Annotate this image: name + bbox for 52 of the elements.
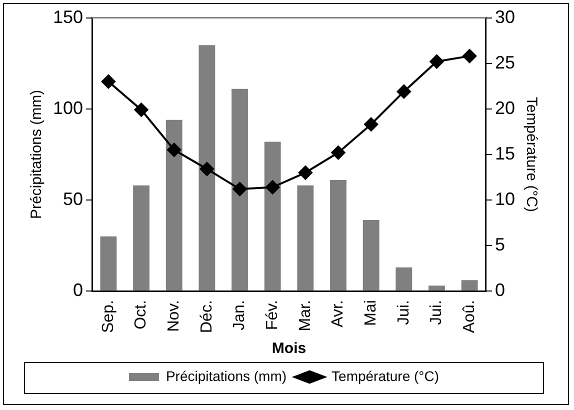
y2-axis-title: Température (°C) [522, 96, 540, 212]
y2-tick-label: 20 [494, 98, 516, 118]
point [430, 54, 444, 69]
bar [297, 185, 314, 291]
y-tick-label: 150 [52, 6, 84, 27]
y2-tick-label: 25 [494, 52, 516, 72]
y-tick-label: 100 [52, 98, 84, 118]
bar [396, 267, 412, 291]
point [101, 74, 116, 89]
bar [100, 236, 117, 291]
x-tick-label: Déc. [198, 300, 216, 333]
x-tick-label: Aoû. [460, 300, 478, 334]
bar [461, 280, 478, 291]
point [200, 162, 214, 176]
bar [428, 286, 445, 291]
point [232, 182, 247, 196]
y2-tick-label: 0 [494, 280, 505, 300]
x-tick-label: Avr. [330, 300, 347, 328]
legend-label: Température (°C) [332, 368, 440, 384]
y2-tick-label: 30 [494, 6, 516, 27]
y2-tick-label: 15 [494, 143, 516, 164]
y-tick-label: 0 [73, 280, 84, 300]
bar [198, 45, 216, 291]
x-tick-label: Jui. [395, 300, 412, 325]
point [331, 146, 346, 160]
point [266, 180, 280, 194]
x-tick-label: Mar. [296, 300, 314, 332]
x-tick-label: Oct. [132, 300, 150, 330]
bar [362, 220, 380, 291]
y2-tick-label: 5 [494, 234, 505, 255]
bar [133, 185, 150, 291]
point [462, 49, 477, 64]
bar [264, 142, 281, 291]
bar [232, 88, 248, 291]
point [167, 142, 182, 157]
x-tick-label: Nov. [166, 300, 183, 332]
point [396, 84, 411, 99]
x-tick-label: Sep. [100, 300, 117, 334]
y2-tick-label: 10 [494, 188, 516, 209]
x-tick-label: Jui. [428, 300, 446, 325]
point [364, 117, 378, 132]
x-axis-title: Mois [272, 340, 306, 358]
x-tick-label: Jan. [231, 300, 248, 330]
bar [166, 120, 182, 291]
point [134, 102, 148, 117]
legend-label: Précipitations (mm) [166, 368, 287, 384]
y-tick-label: 50 [63, 188, 84, 209]
y-axis-title: Précipitations (mm) [28, 90, 46, 220]
x-tick-label: Mai [362, 300, 380, 326]
x-tick-label: Fév. [264, 300, 281, 330]
point [298, 166, 312, 180]
bar [330, 180, 346, 291]
